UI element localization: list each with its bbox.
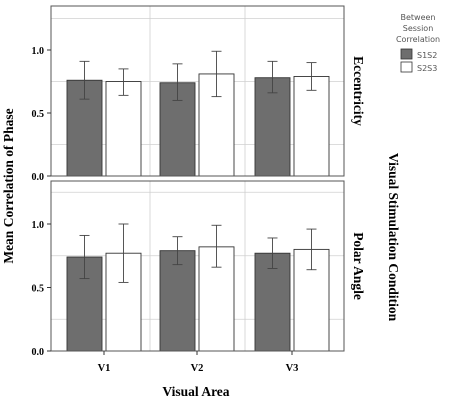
right-axis-title-group: Visual Stimulation Condition <box>386 153 401 322</box>
x-tick-label-v1: V1 <box>98 363 111 374</box>
legend-label-s2s3: S2S3 <box>417 64 437 73</box>
x-tick-label-v3: V3 <box>286 363 299 374</box>
panel-label-2: Polar Angle <box>351 232 366 300</box>
panel-1: 0.0 0.5 1.0 Eccentricity <box>32 5 366 183</box>
right-axis-title: Visual Stimulation Condition <box>386 153 401 322</box>
legend-label-s1s2: S1S2 <box>417 51 437 60</box>
error-bar-s1s2-v2 <box>172 236 183 266</box>
y-tick-label: 1.0 <box>32 46 45 57</box>
error-bar-s2s3-v1 <box>118 223 129 283</box>
y-tick-label: 0.0 <box>32 172 45 183</box>
x-axis-title: Visual Area <box>162 384 229 399</box>
error-bar-s2s3-v2 <box>211 224 222 268</box>
legend: Between Session Correlation S1S2 S2S3 <box>396 13 440 73</box>
error-bar-s1s2-v1 <box>79 234 90 280</box>
y-tick-label: 0.0 <box>32 347 45 358</box>
error-bar-s2s3-v1 <box>118 68 129 96</box>
error-bar-s1s2-v1 <box>79 60 90 100</box>
y-axis-title-group: Mean Correlation of Phase <box>1 108 16 263</box>
panel-label-1: Eccentricity <box>351 56 366 126</box>
error-bar-s2s3-v2 <box>211 50 222 98</box>
y-axis-title: Mean Correlation of Phase <box>1 108 16 263</box>
panel-frame <box>50 5 345 177</box>
legend-swatch-s2s3 <box>400 61 413 73</box>
y-tick-label: 1.0 <box>32 220 45 231</box>
bar-s2s3-v3 <box>293 76 330 177</box>
error-bar-s2s3-v3 <box>306 62 317 91</box>
panels-layer: 0.0 0.5 1.0 Eccentricity 0.0 0.5 1.0 Polar Angl… <box>32 5 366 374</box>
legend-swatch-s1s2 <box>400 48 413 60</box>
x-tick-label-v2: V2 <box>191 363 204 374</box>
error-bar-s2s3-v3 <box>306 228 317 271</box>
y-tick-label: 0.5 <box>32 109 45 120</box>
panel-2: 0.0 0.5 1.0 Polar Angle <box>32 180 366 358</box>
error-bar-s1s2-v3 <box>267 237 278 269</box>
error-bar-s1s2-v2 <box>172 63 183 101</box>
error-bar-s1s2-v3 <box>267 60 278 94</box>
legend-title-line-3: Correlation <box>396 35 440 44</box>
legend-title-line-2: Session <box>403 24 434 33</box>
bar-s1s2-v3 <box>254 77 291 177</box>
legend-title-line-1: Between <box>400 13 435 22</box>
bar-s2s3-v1 <box>105 81 142 177</box>
bar-s1s2-v2 <box>159 250 196 352</box>
y-tick-label: 0.5 <box>32 284 45 295</box>
